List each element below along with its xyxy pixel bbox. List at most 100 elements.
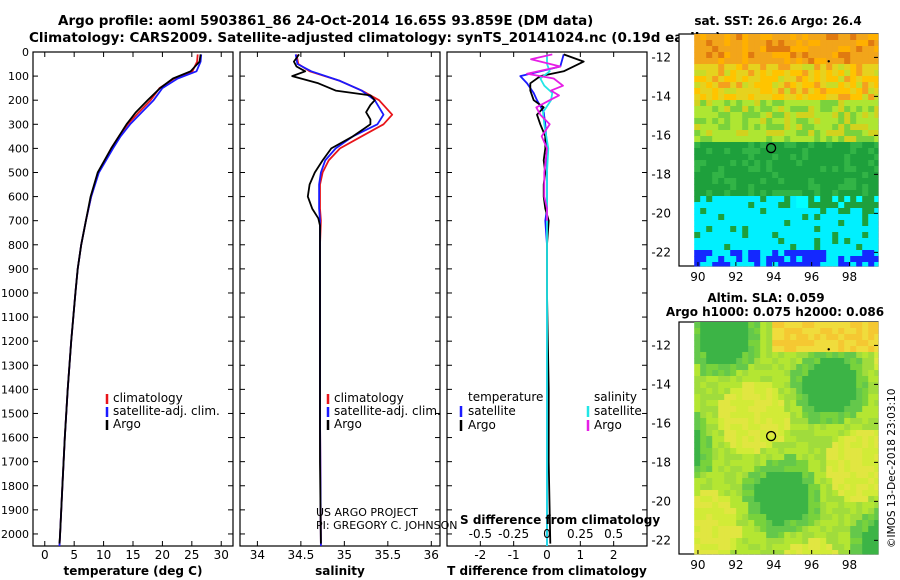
- map-cell: [784, 472, 791, 479]
- map-cell: [712, 322, 719, 329]
- map-cell: [862, 46, 869, 53]
- map-cell: [772, 202, 779, 209]
- map-cell: [874, 208, 879, 215]
- map-cell: [718, 178, 725, 185]
- map-cell: [748, 334, 755, 341]
- map-cell: [838, 430, 845, 437]
- map-cell: [742, 34, 749, 41]
- map-cell: [766, 178, 773, 185]
- map-cell: [730, 208, 737, 215]
- map-cell: [844, 394, 851, 401]
- map-cell: [694, 520, 701, 527]
- map-cell: [772, 478, 779, 485]
- map-cell: [766, 472, 773, 479]
- map-cell: [760, 442, 767, 449]
- map-cell: [820, 34, 827, 41]
- map-cell: [760, 406, 767, 413]
- map-cell: [796, 70, 803, 77]
- map-cell: [832, 238, 839, 245]
- map-cell: [874, 334, 879, 341]
- map-cell: [874, 370, 879, 377]
- map-cell: [754, 190, 761, 197]
- map-cell: [868, 550, 875, 555]
- map-cell: [748, 442, 755, 449]
- map-cell: [772, 238, 779, 245]
- map-cell: [856, 160, 863, 167]
- map-cell: [874, 496, 879, 503]
- map-cell: [868, 412, 875, 419]
- map-cell: [724, 100, 731, 107]
- map-cell: [712, 406, 719, 413]
- map-cell: [856, 448, 863, 455]
- sst_map-xtick-label: 92: [728, 270, 743, 284]
- map-cell: [844, 364, 851, 371]
- map-cell: [808, 250, 815, 257]
- map-cell: [754, 352, 761, 359]
- map-cell: [790, 244, 797, 251]
- map-cell: [814, 406, 821, 413]
- map-cell: [760, 130, 767, 137]
- map-cell: [748, 106, 755, 113]
- map-cell: [796, 340, 803, 347]
- map-cell: [808, 454, 815, 461]
- map-cell: [784, 508, 791, 515]
- map-cell: [868, 262, 875, 267]
- map-cell: [700, 448, 707, 455]
- map-cell: [736, 232, 743, 239]
- map-cell: [850, 478, 857, 485]
- map-cell: [748, 346, 755, 353]
- map-cell: [694, 322, 701, 329]
- map-cell: [772, 40, 779, 47]
- map-cell: [802, 394, 809, 401]
- map-cell: [772, 154, 779, 161]
- map-cell: [694, 370, 701, 377]
- map-cell: [844, 370, 851, 377]
- map-cell: [808, 94, 815, 101]
- map-cell: [796, 436, 803, 443]
- map-cell: [712, 388, 719, 395]
- map-cell: [802, 160, 809, 167]
- map-cell: [808, 226, 815, 233]
- map-cell: [868, 130, 875, 137]
- map-cell: [844, 244, 851, 251]
- map-cell: [778, 70, 785, 77]
- map-cell: [760, 526, 767, 533]
- map-cell: [724, 46, 731, 53]
- sla_map-float-marker: [765, 430, 777, 442]
- map-cell: [748, 58, 755, 65]
- map-cell: [784, 166, 791, 173]
- map-cell: [718, 478, 725, 485]
- map-cell: [814, 136, 821, 143]
- map-cell: [868, 166, 875, 173]
- map-cell: [862, 76, 869, 83]
- map-cell: [856, 418, 863, 425]
- map-cell: [736, 340, 743, 347]
- map-cell: [700, 484, 707, 491]
- map-cell: [736, 502, 743, 509]
- map-cell: [766, 394, 773, 401]
- map-cell: [820, 52, 827, 59]
- map-cell: [772, 220, 779, 227]
- map-cell: [862, 490, 869, 497]
- map-cell: [808, 340, 815, 347]
- map-cell: [754, 226, 761, 233]
- map-cell: [754, 526, 761, 533]
- map-cell: [814, 166, 821, 173]
- map-cell: [790, 154, 797, 161]
- map-cell: [850, 130, 857, 137]
- map-cell: [826, 70, 833, 77]
- map-cell: [772, 376, 779, 383]
- map-cell: [700, 124, 707, 131]
- map-cell: [844, 100, 851, 107]
- map-cell: [802, 328, 809, 335]
- map-cell: [700, 154, 707, 161]
- sst_map-xtick-label: 94: [766, 270, 781, 284]
- map-cell: [850, 430, 857, 437]
- map-cell: [826, 388, 833, 395]
- map-cell: [694, 400, 701, 407]
- map-cell: [772, 244, 779, 251]
- map-cell: [802, 208, 809, 215]
- map-cell: [694, 466, 701, 473]
- map-cell: [694, 118, 701, 125]
- map-cell: [736, 370, 743, 377]
